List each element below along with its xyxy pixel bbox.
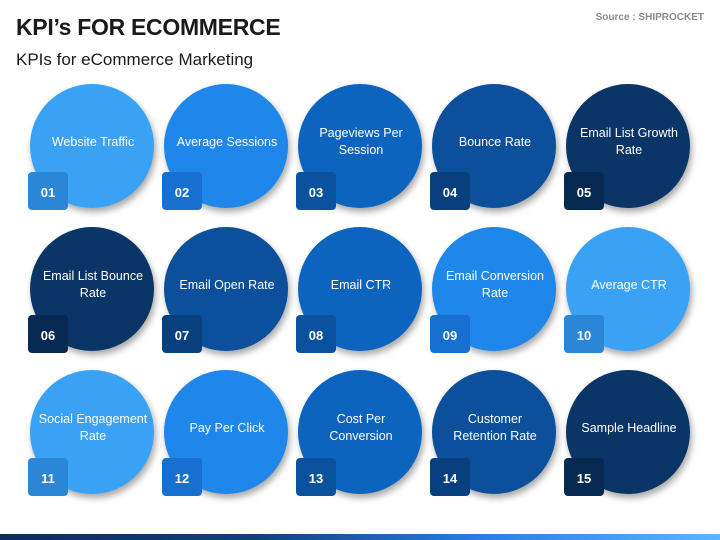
kpi-label: Sample Headline [581,420,677,435]
kpi-number-tile: 01 [28,172,68,210]
kpi-card: Cost Per Conversion 13 [296,370,422,496]
kpi-number-tile: 06 [28,315,68,353]
kpi-label: Pageviews Per Session [319,126,403,157]
kpi-label: Average Sessions [176,134,278,149]
kpi-number: 10 [576,327,592,343]
kpi-number: 15 [576,470,592,486]
kpi-card: Website Traffic 01 [28,84,154,210]
kpi-card: Pay Per Click 12 [162,370,288,496]
page-title: KPI’s FOR ECOMMERCE [16,14,281,40]
kpi-number-tile: 11 [28,458,68,496]
kpi-card: Email Conversion Rate 09 [430,227,556,353]
kpi-card: Email List Growth Rate 05 [564,84,690,210]
kpi-card: Customer Retention Rate 14 [430,370,556,496]
kpi-card: Bounce Rate 04 [430,84,556,210]
footer-gradient-bar [0,534,720,540]
kpi-number: 01 [40,184,56,200]
kpi-label: Pay Per Click [189,420,265,435]
kpi-number-tile: 07 [162,315,202,353]
kpi-number: 05 [576,184,592,200]
kpi-card: Pageviews Per Session 03 [296,84,422,210]
kpi-label: Email Conversion Rate [446,269,544,300]
kpi-card: Email List Bounce Rate 06 [28,227,154,353]
kpi-number-tile: 15 [564,458,604,496]
kpi-number-tile: 12 [162,458,202,496]
kpi-number-tile: 13 [296,458,336,496]
kpi-number-tile: 08 [296,315,336,353]
kpi-label: Email List Bounce Rate [42,269,144,300]
kpi-label: Cost Per Conversion [329,412,393,443]
kpi-number-tile: 09 [430,315,470,353]
kpi-card: Sample Headline 15 [564,370,690,496]
kpi-label: Customer Retention Rate [453,412,537,443]
kpi-number-tile: 04 [430,172,470,210]
page-subtitle: KPIs for eCommerce Marketing [16,50,254,69]
kpi-grid: Website Traffic 01 Average Sessions 02 Pagev… [28,84,692,504]
kpi-number: 12 [174,470,190,486]
kpi-number: 09 [442,327,458,343]
kpi-card: Average Sessions 02 [162,84,288,210]
kpi-number: 02 [174,184,190,200]
kpi-label: Social Engagement Rate [38,412,148,443]
kpi-number-tile: 14 [430,458,470,496]
kpi-number: 03 [308,184,324,200]
kpi-number: 11 [41,470,55,486]
kpi-label: Website Traffic [51,134,135,149]
kpi-label: Email CTR [330,277,392,292]
kpi-number: 04 [442,184,458,200]
kpi-number: 14 [442,470,458,486]
source-credit: Source : SHIPROCKET [595,12,704,23]
kpi-card: Email Open Rate 07 [162,227,288,353]
kpi-number-tile: 02 [162,172,202,210]
kpi-card: Email CTR 08 [296,227,422,353]
kpi-number: 08 [308,327,324,343]
kpi-label: Email Open Rate [179,277,275,292]
kpi-label: Average CTR [591,277,667,292]
kpi-card: Average CTR 10 [564,227,690,353]
kpi-label: Email List Growth Rate [580,126,678,157]
kpi-number-tile: 03 [296,172,336,210]
kpi-card: Social Engagement Rate 11 [28,370,154,496]
kpi-number-tile: 10 [564,315,604,353]
kpi-number: 13 [308,470,324,486]
kpi-number: 06 [40,327,56,343]
kpi-number: 07 [174,327,190,343]
kpi-label: Bounce Rate [458,134,532,149]
kpi-number-tile: 05 [564,172,604,210]
